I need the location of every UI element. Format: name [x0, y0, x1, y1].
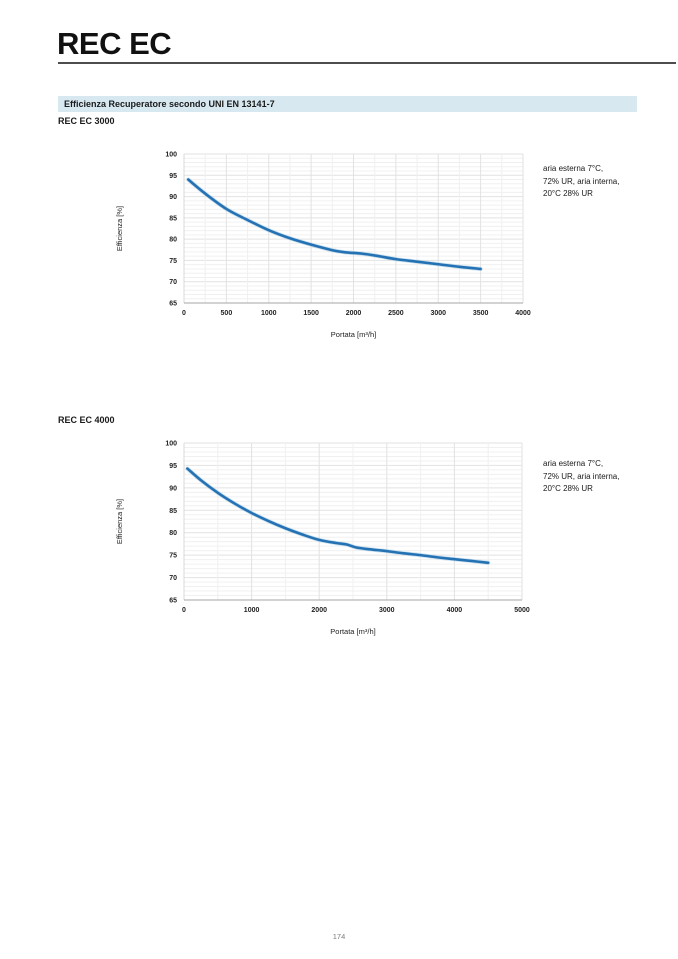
x-tick-label: 0 — [182, 310, 186, 317]
annotation-line: aria esterna 7°C, — [543, 459, 604, 468]
x-tick-label: 0 — [182, 607, 186, 614]
x-axis-title: Portata [m³/h] — [331, 330, 376, 339]
y-axis-title: Efficienza [%] — [115, 499, 124, 544]
y-tick-label: 100 — [165, 152, 177, 159]
x-tick-label: 3000 — [379, 607, 395, 614]
y-tick-label: 65 — [169, 598, 177, 605]
annotation-line: 72% UR, aria interna, — [543, 471, 620, 481]
y-tick-label: 85 — [169, 508, 177, 515]
x-tick-label: 5000 — [514, 607, 530, 614]
y-tick-label: 100 — [165, 441, 177, 448]
annotation-line: 20°C 28% UR — [543, 484, 593, 493]
x-tick-label: 500 — [221, 310, 233, 317]
annotation-line: 72% UR, aria interna, — [543, 176, 620, 186]
x-tick-label: 2500 — [388, 310, 404, 317]
y-tick-label: 85 — [169, 215, 177, 222]
y-tick-label: 70 — [169, 575, 177, 582]
y-tick-label: 90 — [169, 194, 177, 201]
y-tick-label: 95 — [169, 173, 177, 180]
efficiency-curve-halo — [185, 466, 491, 565]
x-tick-label: 3500 — [473, 310, 489, 317]
chart-title-rec-ec-4000: REC EC 4000 — [58, 415, 115, 425]
title-rule — [58, 62, 676, 64]
page-number: 174 — [332, 932, 346, 941]
chart-annotation-rec-ec-4000: aria esterna 7°C, 72% UR, aria interna, … — [543, 458, 663, 496]
annotation-line: aria esterna 7°C, — [543, 164, 604, 173]
y-tick-label: 75 — [169, 258, 177, 265]
efficiency-curve-halo — [186, 177, 483, 272]
x-axis-title: Portata [m³/h] — [330, 627, 375, 636]
x-tick-label: 1000 — [261, 310, 277, 317]
x-tick-label: 2000 — [311, 607, 327, 614]
y-tick-label: 65 — [169, 301, 177, 308]
x-tick-label: 1500 — [303, 310, 319, 317]
x-tick-label: 4000 — [515, 310, 531, 317]
annotation-line: 20°C 28% UR — [543, 189, 593, 198]
y-tick-label: 80 — [169, 237, 177, 244]
chart-annotation-rec-ec-3000: aria esterna 7°C, 72% UR, aria interna, … — [543, 163, 663, 201]
y-tick-label: 95 — [169, 463, 177, 470]
x-tick-label: 3000 — [430, 310, 446, 317]
x-tick-label: 1000 — [244, 607, 260, 614]
efficiency-curve — [186, 467, 490, 565]
y-tick-label: 75 — [169, 553, 177, 560]
page-title: REC EC — [57, 26, 172, 61]
x-tick-label: 2000 — [346, 310, 362, 317]
y-axis-title: Efficienza [%] — [115, 206, 124, 251]
y-tick-label: 90 — [169, 485, 177, 492]
section-header: Efficienza Recuperatore secondo UNI EN 1… — [58, 96, 637, 112]
section-header-label: Efficienza Recuperatore secondo UNI EN 1… — [64, 99, 275, 109]
chart-title-rec-ec-3000: REC EC 3000 — [58, 116, 115, 126]
y-tick-label: 70 — [169, 279, 177, 286]
y-tick-label: 80 — [169, 530, 177, 537]
efficiency-curve — [186, 178, 482, 271]
x-tick-label: 4000 — [447, 607, 463, 614]
